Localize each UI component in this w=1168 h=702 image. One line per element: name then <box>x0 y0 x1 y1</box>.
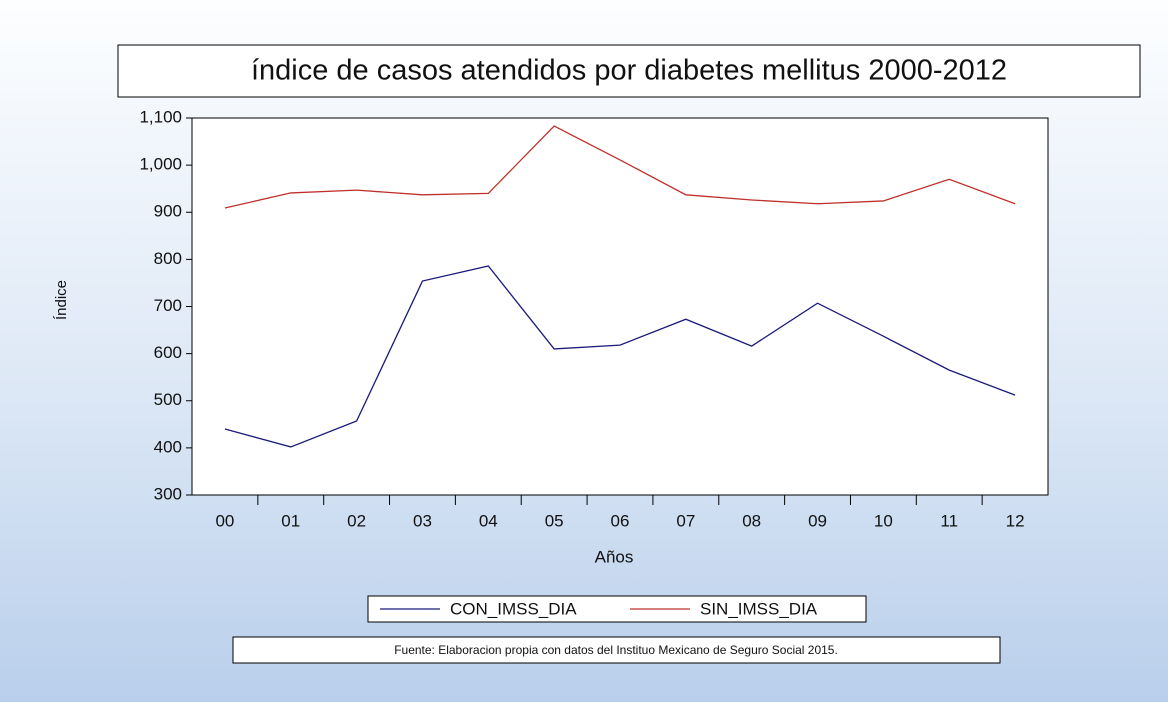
x-tick-label: 10 <box>874 511 893 530</box>
y-tick-label: 700 <box>154 296 182 315</box>
x-tick-label: 01 <box>281 511 300 530</box>
legend-label: SIN_IMSS_DIA <box>700 599 818 618</box>
y-tick-label: 800 <box>154 249 182 268</box>
x-tick-label: 03 <box>413 511 432 530</box>
y-tick-label: 600 <box>154 343 182 362</box>
x-tick-label: 11 <box>940 511 958 530</box>
y-tick-label: 500 <box>154 390 182 409</box>
y-tick-label: 400 <box>154 437 182 456</box>
chart-title: índice de casos atendidos por diabetes m… <box>251 55 1007 87</box>
plot-area <box>191 117 1049 496</box>
x-tick-label: 02 <box>347 511 366 530</box>
source-note: Fuente: Elaboracion propia con datos del… <box>394 643 838 657</box>
line <box>224 125 1016 209</box>
legend-label: CON_IMSS_DIA <box>450 599 577 618</box>
line <box>224 265 1016 448</box>
x-tick-label: 00 <box>215 511 234 530</box>
y-tick-label: 900 <box>154 202 182 221</box>
legend <box>367 595 867 623</box>
y-tick-label: 1,100 <box>139 107 182 126</box>
x-tick-label: 09 <box>808 511 827 530</box>
x-axis-label: Años <box>595 547 634 566</box>
y-tick-label: 1,000 <box>139 155 182 174</box>
source-box <box>232 636 1001 664</box>
y-axis-label: Índice <box>53 280 70 320</box>
x-tick-label: 07 <box>676 511 695 530</box>
x-tick-label: 06 <box>611 511 630 530</box>
title-box <box>117 44 1141 98</box>
x-tick-label: 08 <box>742 511 761 530</box>
y-tick-label: 300 <box>154 484 182 503</box>
x-tick-label: 12 <box>1006 511 1025 530</box>
x-tick-label: 04 <box>479 511 498 530</box>
x-tick-label: 05 <box>545 511 564 530</box>
